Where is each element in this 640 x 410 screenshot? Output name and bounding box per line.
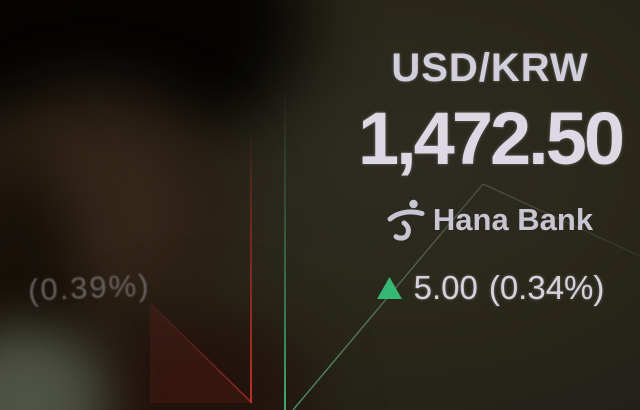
hana-bank-logo: Hana Bank bbox=[330, 198, 640, 242]
up-triangle-icon bbox=[376, 277, 402, 299]
exchange-board: USD/KRW 1,472.50 Hana Bank 5.00 (0.34%) bbox=[330, 0, 640, 410]
change-value: 5.00 bbox=[413, 269, 478, 306]
bank-name: Hana Bank bbox=[432, 202, 594, 237]
change-percent: (0.34%) bbox=[488, 269, 605, 306]
pair-label: USD/KRW bbox=[391, 46, 589, 90]
change-row: 5.00 (0.34%) bbox=[330, 269, 640, 307]
exchange-rate: 1,472.50 bbox=[357, 97, 625, 180]
hana-symbol-icon bbox=[387, 199, 425, 241]
chart-line-faint-diagonal bbox=[482, 183, 640, 257]
secondary-ticker-percent: (0.39%) bbox=[27, 267, 152, 308]
